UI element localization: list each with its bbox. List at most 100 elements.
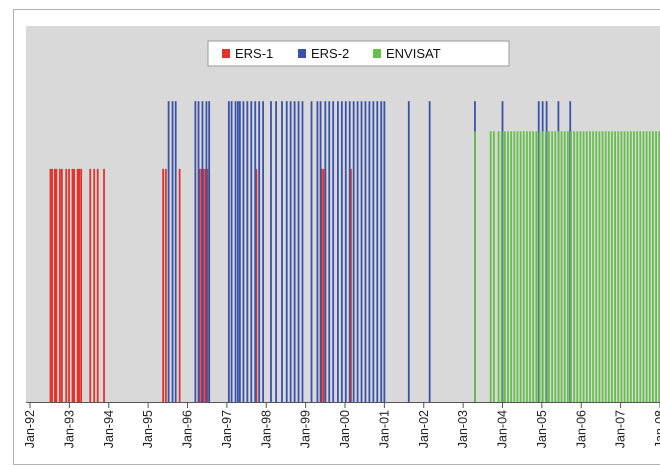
bar-ers-2-8 [227,101,230,402]
bar-envisat-14 [532,131,535,402]
bar-ers-1-21 [200,168,203,402]
bar-ers-1-6 [65,168,68,402]
x-tick-label: Jan-93 [62,410,76,448]
x-tick-label: Jan-08 [653,410,660,448]
plot-area [26,26,660,402]
bar-ers-2-13 [242,101,245,402]
bar-envisat-30 [582,131,585,402]
bar-envisat-21 [554,131,557,402]
bar-ers-2-40 [364,101,367,402]
bar-ers-1-11 [78,168,81,402]
bar-envisat-40 [614,131,617,402]
bar-envisat-4 [500,131,503,402]
bar-ers-1-3 [55,168,58,402]
bar-ers-1-30 [350,168,352,402]
legend-swatch-envisat [373,49,381,58]
x-tick-label: Jan-96 [181,410,195,448]
x-tick-label: Jan-03 [456,410,470,448]
bar-ers-2-6 [205,101,208,402]
bar-envisat-17 [541,131,544,402]
bar-envisat-28 [576,131,579,402]
bar-ers-2-21 [281,101,283,402]
bar-envisat-31 [585,131,588,402]
x-tick-label: Jan-97 [220,410,234,448]
x-tick-label: Jan-05 [535,410,549,448]
legend-label-ers-1: ERS-1 [235,46,273,61]
bar-ers-1-16 [103,168,105,402]
bar-ers-1-0 [49,168,52,402]
bar-ers-2-16 [254,101,257,402]
bar-envisat-16 [538,131,541,402]
bar-envisat-23 [560,131,563,402]
bar-envisat-36 [601,131,604,402]
bar-envisat-22 [557,131,560,402]
bar-ers-2-0 [167,101,170,402]
bar-envisat-46 [633,131,635,402]
bar-ers-2-23 [289,101,292,402]
x-tick-label: Jan-06 [574,410,588,448]
legend: ERS-1 ERS-2 ENVISAT [207,40,510,67]
bar-ers-1-18 [164,168,167,402]
bar-envisat-34 [595,131,598,402]
bar-envisat-29 [579,131,582,402]
bar-ers-2-19 [270,101,272,402]
bar-ers-2-45 [383,101,386,402]
bar-envisat-54 [658,131,660,402]
bar-envisat-18 [544,131,547,402]
bar-envisat-26 [570,131,572,402]
bar-ers-1-26 [255,168,258,402]
bar-ers-2-11 [237,101,239,402]
bar-envisat-47 [636,131,639,402]
bar-ers-2-31 [328,101,331,402]
bar-ers-1-1 [51,168,53,402]
bar-envisat-0 [474,131,476,402]
bar-envisat-7 [510,131,513,402]
x-tick-label: Jan-07 [614,410,628,448]
legend-label-envisat: ENVISAT [386,46,441,61]
bar-envisat-37 [604,131,607,402]
bar-envisat-19 [548,131,550,402]
bar-envisat-11 [522,131,525,402]
bar-ers-1-9 [73,168,75,402]
bar-ers-1-23 [204,168,207,402]
bar-ers-2-37 [352,101,355,402]
bar-envisat-39 [611,131,613,402]
bar-ers-2-30 [324,101,327,402]
bar-ers-2-38 [356,101,359,402]
bar-ers-2-27 [310,101,313,402]
bar-ers-2-39 [360,101,363,402]
bar-ers-2-41 [368,101,371,402]
bar-ers-1-10 [76,168,79,402]
bar-ers-1-13 [89,168,92,402]
bar-ers-2-24 [293,101,296,402]
bar-envisat-5 [503,131,506,402]
bar-ers-2-12 [238,101,241,402]
bar-envisat-38 [607,131,610,402]
bar-ers-2-15 [250,101,253,402]
bar-ers-1-4 [59,168,61,402]
bar-ers-1-5 [60,168,63,402]
bar-ers-2-35 [344,101,347,402]
bar-ers-1-17 [162,168,164,402]
bar-ers-1-19 [178,168,181,402]
bar-envisat-35 [598,131,601,402]
x-tick-label: Jan-99 [299,410,313,448]
bar-ers-2-14 [246,101,249,402]
bar-ers-2-34 [340,101,343,402]
bar-ers-2-42 [372,101,375,402]
bar-envisat-25 [566,131,569,402]
bar-ers-2-17 [258,101,261,402]
bar-ers-2-44 [380,101,383,402]
bar-ers-1-28 [322,168,325,402]
bar-ers-1-15 [96,168,99,402]
x-tick-label: Jan-92 [23,410,37,448]
bar-ers-2-43 [376,101,379,402]
x-tick-label: Jan-04 [496,410,510,448]
bar-envisat-44 [626,131,629,402]
legend-swatch-ers-1 [222,49,230,58]
x-axis: Jan-92 Jan-93 Jan-94 Jan-95 Jan-96 Jan-97 Jan-… [23,402,660,448]
bar-ers-2-20 [275,101,277,402]
legend-swatch-ers-2 [298,49,306,58]
bar-ers-1-2 [53,168,56,402]
